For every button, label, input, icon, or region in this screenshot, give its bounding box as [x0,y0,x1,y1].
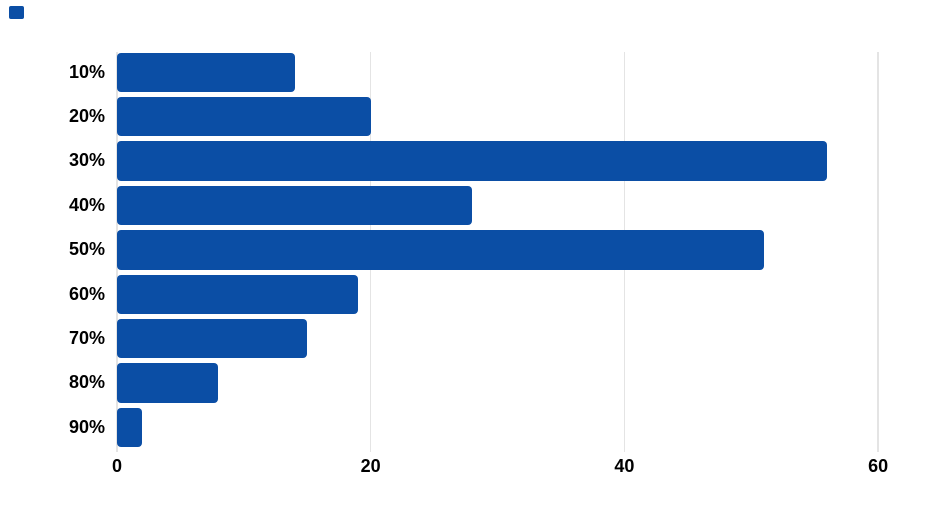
y-axis-category-label: 90% [68,416,105,437]
bar-90% [117,407,143,448]
bar-30% [117,141,828,181]
bar-50% [117,230,764,270]
y-axis-category-label: 60% [68,283,105,304]
y-axis-category-label: 80% [68,372,105,393]
y-axis-category-label: 20% [68,105,105,126]
y-axis-category-label: 50% [68,239,105,260]
x-gridline [877,52,879,452]
bar-70% [117,318,308,359]
x-axis-tick-label: 60 [868,456,889,476]
y-axis-category-label: 30% [68,150,105,171]
bar-40% [117,185,473,226]
y-axis-category-label: 40% [68,194,105,215]
bar-80% [117,363,219,403]
y-axis-category-label: 10% [68,61,105,82]
x-axis-tick-label: 40 [614,456,635,476]
bar-60% [117,274,358,315]
bar-20% [117,96,371,137]
x-axis-tick-label: 0 [111,456,122,476]
legend-color-swatch-icon [9,6,24,19]
x-axis-tick-label: 20 [360,456,381,476]
y-axis-category-label: 70% [68,327,105,348]
bar-10% [117,52,295,93]
